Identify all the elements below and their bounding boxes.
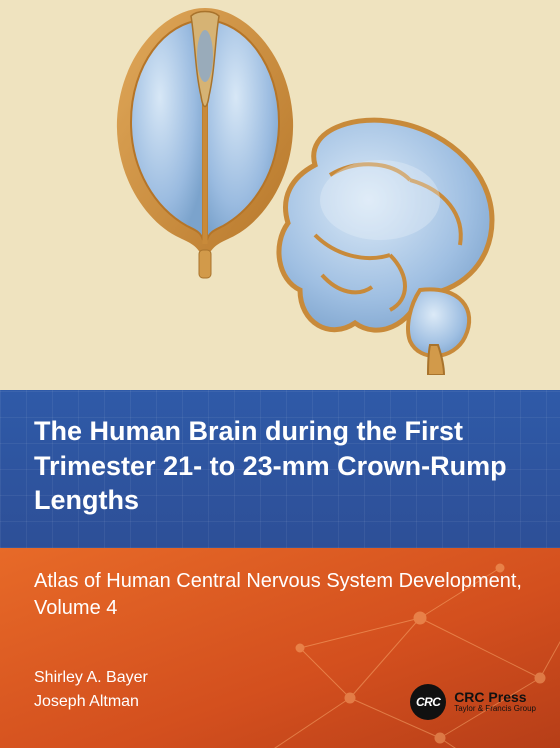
- title-band: The Human Brain during the First Trimest…: [0, 390, 560, 548]
- publisher-text: CRC Press Taylor & Francis Group: [454, 690, 536, 714]
- book-subtitle: Atlas of Human Central Nervous System De…: [34, 568, 526, 622]
- book-title: The Human Brain during the First Trimest…: [34, 414, 526, 518]
- book-cover: The Human Brain during the First Trimest…: [0, 0, 560, 748]
- author-name: Joseph Altman: [34, 690, 148, 714]
- author-list: Shirley A. Bayer Joseph Altman: [34, 666, 148, 714]
- brain-lateral-view: [260, 105, 520, 375]
- publisher-tagline: Taylor & Francis Group: [454, 704, 536, 714]
- author-name: Shirley A. Bayer: [34, 666, 148, 690]
- subtitle-band: Atlas of Human Central Nervous System De…: [0, 548, 560, 748]
- publisher-logo-icon: CRC: [410, 684, 446, 720]
- illustration-area: [0, 0, 560, 390]
- publisher-block: CRC CRC Press Taylor & Francis Group: [410, 684, 536, 720]
- publisher-name: CRC Press: [454, 690, 536, 704]
